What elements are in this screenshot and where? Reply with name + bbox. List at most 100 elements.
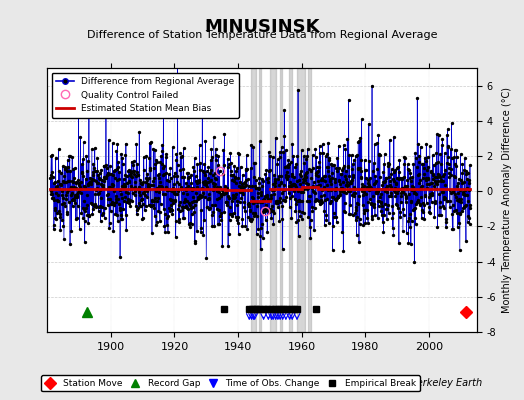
Point — [115, 200, 123, 207]
Point — [249, 200, 258, 206]
Point — [299, 176, 308, 182]
Point — [426, 210, 434, 216]
Point — [414, 170, 423, 177]
Point — [440, 171, 449, 177]
Point — [257, 220, 266, 227]
Point — [352, 204, 361, 210]
Point — [308, 185, 316, 191]
Point — [221, 186, 230, 192]
Point — [224, 161, 233, 167]
Point — [325, 220, 333, 226]
Point — [334, 142, 343, 149]
Point — [105, 220, 114, 226]
Point — [356, 157, 365, 164]
Point — [327, 161, 335, 168]
Point — [404, 218, 412, 224]
Point — [298, 209, 306, 215]
Point — [311, 205, 319, 211]
Point — [428, 198, 436, 205]
Point — [322, 212, 330, 218]
Point — [286, 178, 294, 185]
Point — [111, 192, 119, 199]
Point — [90, 168, 99, 174]
Point — [445, 170, 454, 176]
Point — [450, 154, 458, 161]
Point — [130, 158, 138, 164]
Point — [286, 186, 294, 192]
Point — [166, 187, 174, 193]
Point — [297, 168, 305, 174]
Point — [381, 185, 390, 191]
Point — [420, 216, 429, 223]
Point — [340, 142, 348, 148]
Point — [134, 186, 143, 192]
Point — [111, 175, 119, 181]
Point — [77, 179, 85, 185]
Point — [356, 165, 364, 171]
Point — [363, 214, 372, 221]
Point — [119, 181, 128, 188]
Point — [296, 198, 304, 204]
Point — [211, 181, 219, 187]
Point — [285, 161, 293, 167]
Point — [193, 178, 202, 185]
Point — [303, 198, 312, 204]
Point — [431, 198, 439, 204]
Point — [432, 186, 440, 192]
Point — [407, 198, 415, 205]
Point — [360, 182, 368, 189]
Point — [223, 198, 231, 205]
Point — [66, 168, 74, 174]
Point — [206, 167, 215, 173]
Point — [364, 220, 372, 226]
Point — [372, 190, 380, 196]
Point — [449, 188, 457, 194]
Point — [149, 165, 158, 172]
Point — [120, 198, 128, 204]
Point — [140, 189, 148, 195]
Point — [369, 160, 378, 166]
Point — [323, 151, 331, 157]
Point — [168, 188, 176, 194]
Point — [116, 191, 125, 197]
Point — [277, 172, 286, 179]
Point — [455, 198, 464, 204]
Point — [450, 173, 458, 179]
Point — [116, 187, 124, 193]
Point — [388, 166, 396, 172]
Point — [382, 175, 390, 181]
Point — [181, 184, 190, 191]
Point — [135, 188, 144, 195]
Point — [346, 188, 355, 194]
Point — [225, 217, 234, 223]
Point — [178, 174, 186, 180]
Point — [240, 198, 248, 205]
Point — [262, 167, 270, 174]
Point — [406, 170, 414, 177]
Point — [141, 186, 149, 192]
Point — [111, 167, 119, 174]
Point — [289, 153, 298, 159]
Point — [318, 175, 326, 182]
Point — [119, 176, 128, 182]
Point — [194, 196, 202, 202]
Point — [307, 168, 315, 174]
Point — [419, 208, 427, 215]
Point — [403, 177, 412, 184]
Point — [382, 206, 390, 212]
Point — [457, 207, 466, 214]
Point — [238, 223, 246, 230]
Point — [335, 177, 343, 184]
Point — [460, 178, 468, 185]
Point — [442, 218, 451, 225]
Point — [275, 218, 283, 225]
Point — [112, 195, 120, 202]
Point — [452, 146, 461, 153]
Point — [336, 190, 344, 197]
Point — [185, 173, 194, 180]
Point — [258, 176, 266, 182]
Point — [191, 238, 199, 244]
Point — [380, 151, 389, 157]
Point — [113, 140, 122, 147]
Point — [398, 185, 407, 191]
